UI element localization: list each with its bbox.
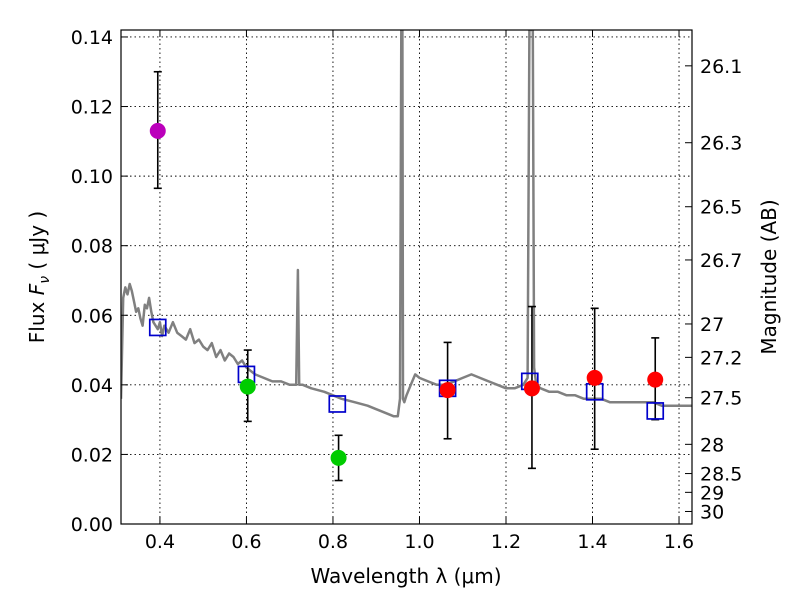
y-tick-label: 0.06 [71,305,113,327]
y-axis-label: Flux Fν ( μJy ) [25,211,53,343]
y-tick-label: 0.14 [71,27,113,49]
y2-tick-label: 29 [700,482,724,504]
y2-tick-label: 27 [700,314,724,336]
y2-tick-label: 26.5 [700,197,742,219]
model-photometry-square [148,318,167,337]
y2-tick-label: 26.3 [700,133,742,155]
observed-point [439,382,456,399]
axis-ticks: 0.4 0.6 0.8 1.0 1.2 1.4 1.6 0.00 0.02 0.04 0.06 0.0… [71,27,743,553]
x-tick-label: 0.6 [231,531,261,553]
y2-axis-label: Magnitude (AB) [757,199,781,354]
x-tick-label: 1.4 [577,531,607,553]
observed-point [239,378,256,395]
x-tick-label: 1.0 [404,531,434,553]
observed-point [330,449,347,466]
y2-tick-label: 26.1 [700,56,742,78]
observed-point [149,122,166,139]
observed-point [586,369,603,386]
x-tick-label: 1.6 [664,531,694,553]
observed-point [647,371,664,388]
x-tick-label: 0.4 [145,531,175,553]
observed-point [523,380,540,397]
y2-tick-label: 27.5 [700,388,742,410]
x-tick-label: 0.8 [318,531,348,553]
y-tick-label: 0.04 [71,375,113,397]
model-photometry-square [328,395,347,413]
y2-tick-label: 28.5 [700,464,742,486]
x-tick-label: 1.2 [491,531,521,553]
y2-tick-label: 28 [700,434,724,456]
y2-tick-label: 26.7 [700,250,742,272]
plot-area [121,30,692,482]
model-photometry-square [646,402,665,420]
y-tick-label: 0.00 [71,514,113,536]
x-axis-label: Wavelength λ (μm) [310,564,501,588]
y-tick-label: 0.08 [71,236,113,258]
y2-tick-label: 27.2 [700,347,742,369]
plot-frame [120,29,693,525]
y2-tick-label: 30 [700,501,724,523]
y-tick-label: 0.10 [71,166,113,188]
y-tick-label: 0.12 [71,97,113,119]
y-tick-label: 0.02 [71,444,113,466]
